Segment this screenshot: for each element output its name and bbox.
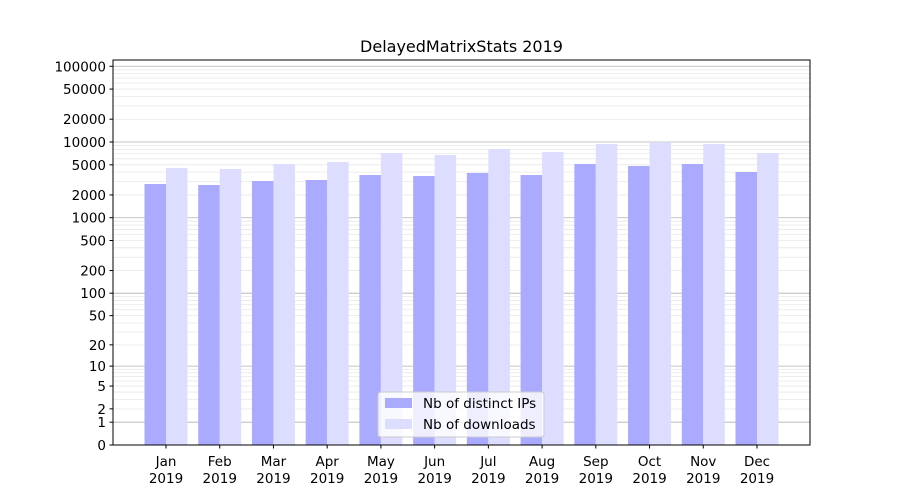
bar-distinct-ips xyxy=(413,176,435,446)
bar-downloads xyxy=(649,142,672,446)
x-tick-label-month: Apr xyxy=(316,454,340,470)
y-tick-label: 5000 xyxy=(72,158,106,174)
y-tick-label: 1000 xyxy=(72,211,106,227)
bar-downloads xyxy=(219,169,242,445)
y-tick-label: 200 xyxy=(80,264,106,280)
bar-downloads xyxy=(488,148,510,446)
bar-distinct-ips xyxy=(144,183,166,445)
bar-downloads xyxy=(703,144,725,445)
y-tick-label: 10 xyxy=(89,359,106,375)
x-tick-label-month: May xyxy=(367,454,395,470)
y-tick-label: 100000 xyxy=(54,59,106,75)
y-tick-label: 2000 xyxy=(72,188,106,204)
x-tick-label-year: 2019 xyxy=(256,471,290,487)
x-tick-label-year: 2019 xyxy=(686,471,720,487)
y-tick-label: 20000 xyxy=(63,112,106,128)
x-tick-label-month: Jun xyxy=(423,454,445,470)
x-tick-label-month: Oct xyxy=(638,454,661,470)
bar-distinct-ips xyxy=(735,171,757,446)
x-tick-label-year: 2019 xyxy=(203,471,237,487)
bar-distinct-ips xyxy=(466,172,489,445)
legend-box xyxy=(377,391,545,438)
x-tick-label-month: Mar xyxy=(261,454,287,470)
bar-distinct-ips xyxy=(359,175,381,445)
bar-downloads xyxy=(434,155,457,445)
x-tick-label-year: 2019 xyxy=(310,471,344,487)
bar-downloads xyxy=(595,144,618,445)
x-tick-label-year: 2019 xyxy=(579,471,613,487)
x-tick-label-month: Jan xyxy=(155,454,177,470)
y-tick-label: 2 xyxy=(97,402,106,418)
bar-distinct-ips xyxy=(574,163,596,445)
y-tick-label: 20 xyxy=(89,338,106,354)
bar-distinct-ips xyxy=(520,175,543,445)
bar-distinct-ips xyxy=(681,163,704,445)
x-tick-label-month: Feb xyxy=(208,454,232,470)
plot-frame xyxy=(112,59,811,446)
y-tick-label: 1 xyxy=(97,415,106,431)
y-tick-label: 5 xyxy=(97,379,106,395)
y-tick-label: 100 xyxy=(80,286,106,302)
y-tick-label: 0 xyxy=(97,438,106,454)
legend-swatch-ips xyxy=(385,398,412,408)
legend: Nb of distinct IPs Nb of downloads xyxy=(377,391,545,438)
legend-label-downloads: Nb of downloads xyxy=(423,417,536,433)
bar-downloads xyxy=(327,161,349,446)
bar-downloads xyxy=(166,167,188,445)
legend-label-ips: Nb of distinct IPs xyxy=(423,396,536,412)
bar-distinct-ips xyxy=(628,166,650,446)
x-axis: Jan2019Feb2019Mar2019Apr2019May2019Jun20… xyxy=(149,445,774,487)
bar-distinct-ips xyxy=(305,180,328,445)
x-tick-label-year: 2019 xyxy=(471,471,505,487)
bar-downloads xyxy=(542,152,564,445)
bar-distinct-ips xyxy=(251,181,274,445)
y-tick-label: 500 xyxy=(80,233,106,249)
x-tick-label-year: 2019 xyxy=(740,471,774,487)
y-axis: 0 12 5 10 20 50 100 200 500 1000 2000 5000 10000 2000… xyxy=(54,59,113,454)
y-tick-label: 10000 xyxy=(63,135,106,151)
bar-distinct-ips xyxy=(198,185,220,445)
x-tick-label-year: 2019 xyxy=(149,471,183,487)
bars xyxy=(144,142,779,446)
bar-downloads xyxy=(273,163,295,445)
bar-downloads xyxy=(380,153,403,445)
y-tick-label: 50000 xyxy=(63,82,106,98)
x-tick-label-month: Dec xyxy=(744,454,770,470)
x-tick-label-year: 2019 xyxy=(525,471,559,487)
x-tick-label-year: 2019 xyxy=(417,471,451,487)
bar-downloads xyxy=(757,153,779,445)
x-tick-label-month: Jul xyxy=(479,454,496,470)
chart-title: DelayedMatrixStats 2019 xyxy=(360,37,563,56)
x-tick-label-year: 2019 xyxy=(632,471,666,487)
x-tick-label-month: Sep xyxy=(583,454,608,470)
x-tick-label-month: Aug xyxy=(529,454,555,470)
x-tick-label-year: 2019 xyxy=(364,471,398,487)
y-tick-label: 50 xyxy=(89,309,106,325)
x-tick-label-month: Nov xyxy=(690,454,716,470)
legend-swatch-downloads xyxy=(385,419,412,429)
